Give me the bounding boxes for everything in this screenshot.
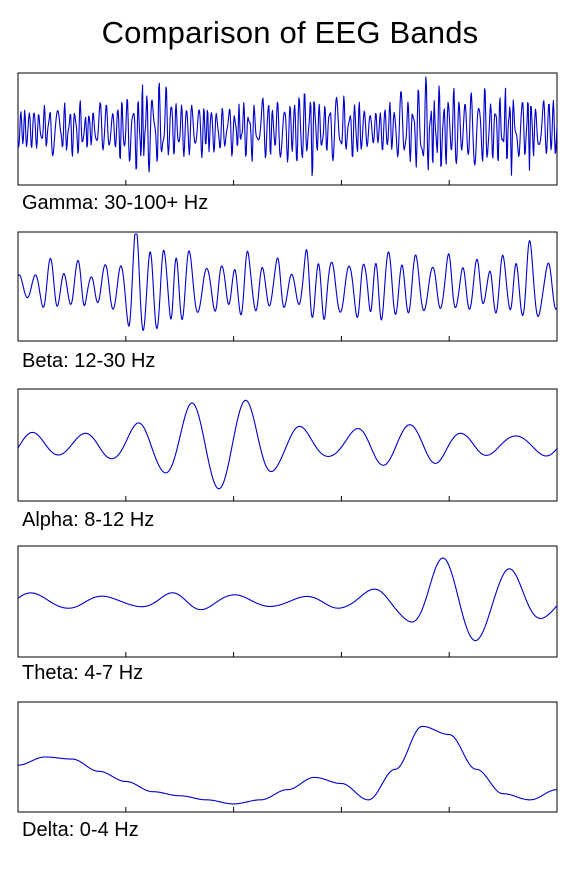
- wave-series-theta: [17, 557, 558, 642]
- panel-label-gamma: Gamma: 30-100+ Hz: [22, 192, 209, 214]
- panel-label-theta: Theta: 4-7 Hz: [22, 662, 144, 684]
- axes-frame-theta: [17, 545, 558, 658]
- chart-title: Comparison of EEG Bands: [101, 15, 479, 50]
- panel-beta: [17, 231, 558, 342]
- axes-frame-delta: [17, 701, 558, 813]
- wave-series-gamma: [17, 76, 558, 177]
- panel-alpha: [17, 388, 558, 502]
- wave-series-alpha: [17, 399, 558, 490]
- axes-frame-beta: [17, 231, 558, 342]
- wave-series-beta: [17, 233, 558, 332]
- panels-layer: [17, 72, 558, 813]
- panel-label-beta: Beta: 12-30 Hz: [22, 350, 156, 372]
- panel-gamma: [17, 72, 558, 186]
- panel-label-delta: Delta: 0-4 Hz: [22, 819, 139, 841]
- panel-delta: [17, 701, 558, 813]
- wave-series-delta: [17, 725, 558, 805]
- panel-label-alpha: Alpha: 8-12 Hz: [22, 509, 155, 531]
- panel-theta: [17, 545, 558, 658]
